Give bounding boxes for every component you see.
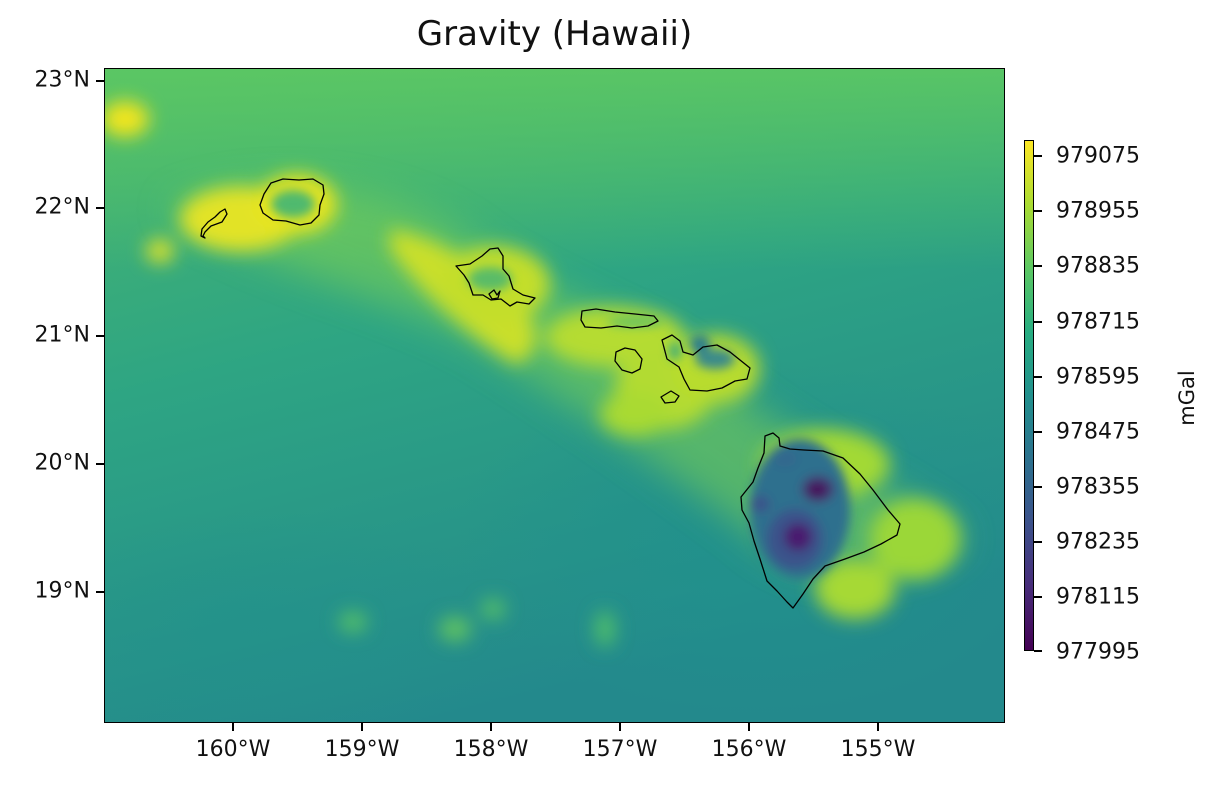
island-maui-coastline bbox=[661, 334, 751, 392]
lat-tick-21 bbox=[96, 335, 104, 337]
colorbar-tick bbox=[1034, 596, 1042, 598]
lat-label-21: 21°N bbox=[34, 322, 90, 348]
colorbar-tick-label: 978115 bbox=[1056, 584, 1140, 610]
lon-label-159: 159°W bbox=[324, 737, 400, 762]
colorbar-tick bbox=[1034, 321, 1042, 323]
lon-tick-155 bbox=[877, 723, 879, 731]
colorbar-tick bbox=[1034, 431, 1042, 433]
lon-tick-158 bbox=[490, 723, 492, 731]
colorbar-tick-label: 978595 bbox=[1056, 364, 1140, 390]
lat-tick-20 bbox=[96, 463, 104, 465]
colorbar-tick bbox=[1034, 376, 1042, 378]
island-hawaii-coastline bbox=[740, 432, 901, 609]
lat-label-23: 23°N bbox=[34, 67, 90, 93]
lat-label-19: 19°N bbox=[34, 578, 90, 604]
island-lanai-coastline bbox=[614, 347, 643, 374]
lat-label-20: 20°N bbox=[34, 450, 90, 476]
gravity-map[interactable] bbox=[104, 68, 1005, 723]
colorbar-tick bbox=[1034, 650, 1042, 652]
map-title: Gravity (Hawaii) bbox=[416, 14, 693, 54]
island-oahu-coastline bbox=[455, 247, 536, 307]
colorbar-tick-label: 978835 bbox=[1056, 253, 1140, 279]
island-kahoolawe-coastline bbox=[660, 390, 680, 404]
colorbar-tick bbox=[1034, 541, 1042, 543]
colorbar-tick-label: 978235 bbox=[1056, 529, 1140, 555]
lon-tick-157 bbox=[619, 723, 621, 731]
lat-tick-23 bbox=[96, 80, 104, 82]
colorbar-unit-label: mGal bbox=[1175, 370, 1199, 426]
lon-tick-156 bbox=[748, 723, 750, 731]
island-kauai-coastline bbox=[259, 178, 325, 226]
lon-tick-160 bbox=[232, 723, 234, 731]
colorbar-tick bbox=[1034, 155, 1042, 157]
lat-tick-22 bbox=[96, 207, 104, 209]
colorbar-tick-label: 979075 bbox=[1056, 143, 1140, 169]
colorbar-tick bbox=[1034, 486, 1042, 488]
lon-label-158: 158°W bbox=[453, 737, 529, 762]
colorbar-tick-label: 978475 bbox=[1056, 419, 1140, 445]
lon-label-157: 157°W bbox=[582, 737, 658, 762]
colorbar-tick bbox=[1034, 210, 1042, 212]
island-gravity-lows bbox=[271, 190, 850, 579]
colorbar-tick bbox=[1034, 265, 1042, 267]
lon-label-160: 160°W bbox=[195, 737, 271, 762]
lat-tick-19 bbox=[96, 591, 104, 593]
lat-label-22: 22°N bbox=[34, 194, 90, 220]
gravity-map-canvas bbox=[105, 69, 1004, 722]
colorbar-tick-label: 978715 bbox=[1056, 309, 1140, 335]
colorbar-tick-label: 977995 bbox=[1056, 639, 1140, 665]
lon-label-155: 155°W bbox=[840, 737, 916, 762]
pearl-harbor bbox=[488, 289, 501, 300]
colorbar bbox=[1024, 140, 1034, 651]
island-niihau-coastline bbox=[200, 208, 228, 239]
colorbar-tick-label: 978355 bbox=[1056, 474, 1140, 500]
colorbar-tick-label: 978955 bbox=[1056, 198, 1140, 224]
island-molokai-coastline bbox=[580, 308, 659, 329]
lon-label-156: 156°W bbox=[711, 737, 787, 762]
coastlines bbox=[200, 178, 901, 609]
lon-tick-159 bbox=[361, 723, 363, 731]
